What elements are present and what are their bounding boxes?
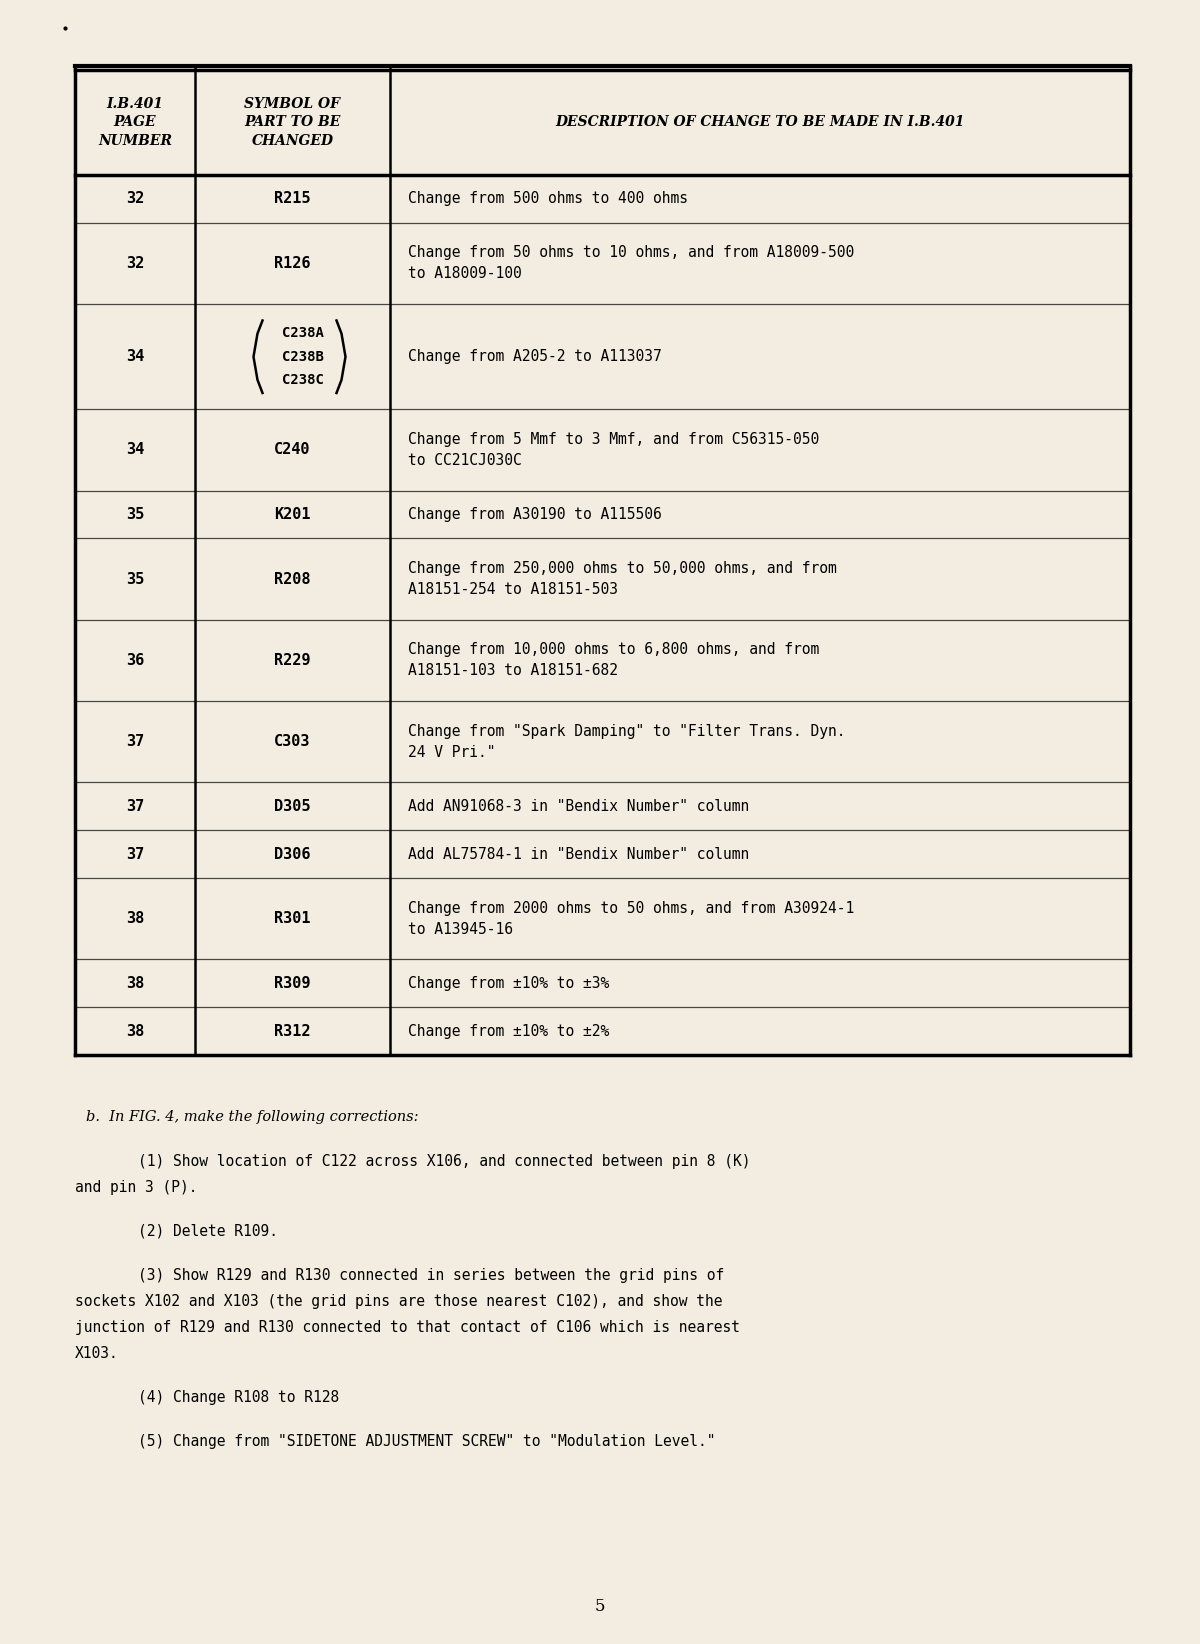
Text: b.  In FIG. 4, make the following corrections:: b. In FIG. 4, make the following correct…	[86, 1110, 419, 1124]
Text: Change from 250,000 ohms to 50,000 ohms, and from
A18151-254 to A18151-503: Change from 250,000 ohms to 50,000 ohms,…	[408, 561, 836, 597]
Text: 35: 35	[126, 506, 144, 523]
Text: Change from 5 Mmf to 3 Mmf, and from C56315-050
to CC21CJ030C: Change from 5 Mmf to 3 Mmf, and from C56…	[408, 432, 820, 469]
Text: Change from 10,000 ohms to 6,800 ohms, and from
A18151-103 to A18151-682: Change from 10,000 ohms to 6,800 ohms, a…	[408, 643, 820, 679]
Text: 37: 37	[126, 735, 144, 750]
Text: 5: 5	[595, 1598, 605, 1614]
Text: 34: 34	[126, 442, 144, 457]
Text: R208: R208	[275, 572, 311, 587]
Text: Change from "Spark Damping" to "Filter Trans. Dyn.
24 V Pri.": Change from "Spark Damping" to "Filter T…	[408, 723, 846, 760]
Text: Change from 500 ohms to 400 ohms: Change from 500 ohms to 400 ohms	[408, 191, 688, 207]
Text: Add AL75784-1 in "Bendix Number" column: Add AL75784-1 in "Bendix Number" column	[408, 847, 749, 861]
Text: (1) Show location of C122 across X106, and connected between pin 8 (K): (1) Show location of C122 across X106, a…	[138, 1154, 750, 1169]
Text: and pin 3 (P).: and pin 3 (P).	[74, 1180, 198, 1195]
Text: sockets X102 and X103 (the grid pins are those nearest C102), and show the: sockets X102 and X103 (the grid pins are…	[74, 1294, 722, 1309]
Text: Change from A30190 to A115506: Change from A30190 to A115506	[408, 506, 661, 523]
Text: R309: R309	[275, 977, 311, 991]
Text: 36: 36	[126, 653, 144, 667]
Text: R301: R301	[275, 911, 311, 926]
Text: I.B.401
PAGE
NUMBER: I.B.401 PAGE NUMBER	[98, 97, 172, 148]
Text: X103.: X103.	[74, 1346, 119, 1361]
Text: (2) Delete R109.: (2) Delete R109.	[138, 1225, 278, 1240]
Text: R126: R126	[275, 256, 311, 271]
Text: SYMBOL OF
PART TO BE
CHANGED: SYMBOL OF PART TO BE CHANGED	[245, 97, 341, 148]
Text: C238B: C238B	[282, 350, 324, 363]
Text: Change from ±10% to ±2%: Change from ±10% to ±2%	[408, 1024, 610, 1039]
Text: (5) Change from "SIDETONE ADJUSTMENT SCREW" to "Modulation Level.": (5) Change from "SIDETONE ADJUSTMENT SCR…	[138, 1434, 715, 1448]
Text: 37: 37	[126, 799, 144, 814]
Text: Change from 2000 ohms to 50 ohms, and from A30924-1
to A13945-16: Change from 2000 ohms to 50 ohms, and fr…	[408, 901, 854, 937]
Text: DESCRIPTION OF CHANGE TO BE MADE IN I.B.401: DESCRIPTION OF CHANGE TO BE MADE IN I.B.…	[556, 115, 965, 130]
Text: 38: 38	[126, 977, 144, 991]
Text: Change from ±10% to ±3%: Change from ±10% to ±3%	[408, 977, 610, 991]
Text: C238A: C238A	[282, 327, 324, 340]
Text: R312: R312	[275, 1024, 311, 1039]
Text: 37: 37	[126, 847, 144, 861]
Text: junction of R129 and R130 connected to that contact of C106 which is nearest: junction of R129 and R130 connected to t…	[74, 1320, 740, 1335]
Text: Add AN91068-3 in "Bendix Number" column: Add AN91068-3 in "Bendix Number" column	[408, 799, 749, 814]
Text: R215: R215	[275, 191, 311, 207]
Text: 38: 38	[126, 1024, 144, 1039]
Text: C303: C303	[275, 735, 311, 750]
Text: (4) Change R108 to R128: (4) Change R108 to R128	[138, 1389, 340, 1406]
Text: 34: 34	[126, 349, 144, 365]
Text: R229: R229	[275, 653, 311, 667]
Text: C240: C240	[275, 442, 311, 457]
Text: 32: 32	[126, 191, 144, 207]
Text: Change from A205-2 to A113037: Change from A205-2 to A113037	[408, 349, 661, 365]
Text: Change from 50 ohms to 10 ohms, and from A18009-500
to A18009-100: Change from 50 ohms to 10 ohms, and from…	[408, 245, 854, 281]
Text: K201: K201	[275, 506, 311, 523]
Text: D306: D306	[275, 847, 311, 861]
Text: 38: 38	[126, 911, 144, 926]
Text: (3) Show R129 and R130 connected in series between the grid pins of: (3) Show R129 and R130 connected in seri…	[138, 1268, 725, 1282]
Text: D305: D305	[275, 799, 311, 814]
Text: 35: 35	[126, 572, 144, 587]
Text: 32: 32	[126, 256, 144, 271]
Text: C238C: C238C	[282, 373, 324, 386]
